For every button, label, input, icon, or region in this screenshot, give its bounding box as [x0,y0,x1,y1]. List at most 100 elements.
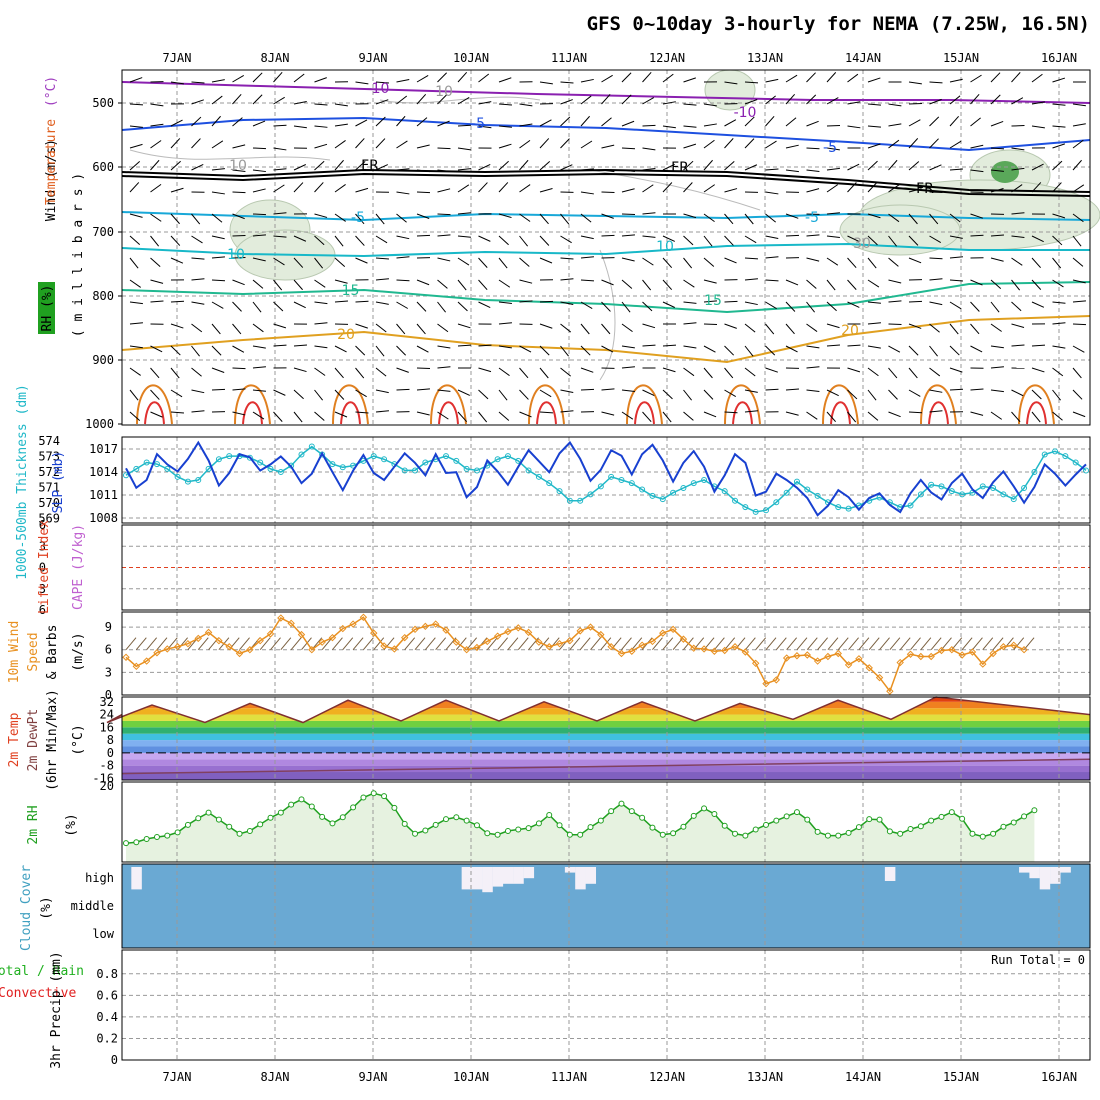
wind-barb [785,301,796,312]
thickness-point [1052,448,1059,455]
wind-barb [888,323,902,326]
wind-barb [990,120,1004,127]
wind-barb [1031,257,1041,269]
wind-barb [293,389,304,400]
wind-barb [232,144,246,149]
wind-barb [355,367,365,379]
thickness-point [1083,467,1089,474]
cloud-level-label: middle [71,899,114,913]
wind-barb [601,213,614,219]
wind-barb [826,167,840,171]
temp-band [122,772,1090,780]
wind10-barb [827,637,839,651]
wind10-barb [259,637,271,651]
cloud-high-bar [523,867,535,879]
wind10-barb [135,637,147,651]
rh2m-tick: 20 [100,779,114,793]
wind-barb [642,411,652,423]
wind-barb [334,103,348,107]
top-date-label: 10JAN [453,51,489,65]
wind-barb [314,235,325,246]
thickness-point [525,467,532,474]
wind10-point [246,646,254,654]
rh2m-point [195,815,202,822]
wind-barb [1072,389,1083,400]
wind-barb [211,256,225,259]
wind-barb [437,213,451,216]
wind-barb [396,213,407,223]
wind-barb [191,367,202,377]
pressure-tick: 1000 [85,417,114,431]
wind-barb [129,235,141,246]
top-date-label: 7JAN [163,51,192,65]
wind-barb [252,213,267,216]
wind-barb [990,301,1000,313]
wind10-point [349,620,357,628]
wind-barb [908,367,918,379]
wind-barb [1052,322,1066,325]
rh2m-point [618,800,625,807]
wind-barb [437,323,449,333]
wind-barb [334,257,346,267]
wind10-point [1020,646,1028,654]
temp2m-ylabel-unit: (°C) [71,724,86,755]
wind10-point [607,643,615,651]
wind-barb [293,101,307,105]
wind-barb [662,301,675,308]
wind-barb [560,278,574,281]
contour-label: 30 [853,236,871,252]
wind-barb [170,300,185,303]
temp2m-ylabel-c: (6hr Min/Max) [45,689,60,791]
wind-barb [375,164,389,171]
wind-barb [621,323,633,333]
wind-barb [724,81,738,85]
li-ylabel: Lifted Index [37,520,52,614]
wind-barb [867,143,881,149]
wind-barb [232,191,246,194]
wind10-line [125,616,1025,693]
wind-barb [970,93,980,105]
rh2m-point [608,808,615,815]
wind-barb [437,120,450,127]
wind-barb [888,300,902,303]
bottom-date-label: 15JAN [943,1070,979,1084]
rh2m-point [690,812,697,819]
cloud-high-bar [1050,867,1061,884]
wind-barb [826,279,836,291]
wind-barb [396,191,410,195]
wind-barb [560,81,574,84]
wind-barb [847,125,861,129]
wind-barb [601,74,613,83]
thickness-point [215,456,222,463]
rh2m-point [587,824,594,831]
wind-barb [662,279,673,291]
wind10-barb [301,637,312,651]
wind-barb [170,345,181,356]
wind-barb [847,163,860,171]
thickness-point [267,465,274,472]
li-tick: 6 [39,518,46,532]
wind-barb [457,257,470,266]
rh2m-point [814,828,821,835]
rh2m-point [515,826,522,833]
wind-barb [314,411,325,421]
rh2m-point [711,811,718,817]
wind-barb [1031,101,1045,105]
wind-barb [990,169,1004,172]
li-tick: 3 [39,539,46,553]
bottom-date-label: 12JAN [649,1070,685,1084]
wind-barb [662,367,676,373]
wind-barb [273,147,287,151]
wind10-point [968,648,977,656]
wind-barb [867,279,880,288]
wind-barb [642,344,656,347]
wind-barb [293,344,308,347]
wind-barb [560,345,569,357]
wind-barb [867,235,878,246]
wind-barb [314,182,324,193]
wind-barb [847,73,859,83]
wind-barb [970,144,984,149]
wind10-barb [332,637,343,651]
wind-barb [662,257,673,268]
wind-barb [970,345,983,353]
